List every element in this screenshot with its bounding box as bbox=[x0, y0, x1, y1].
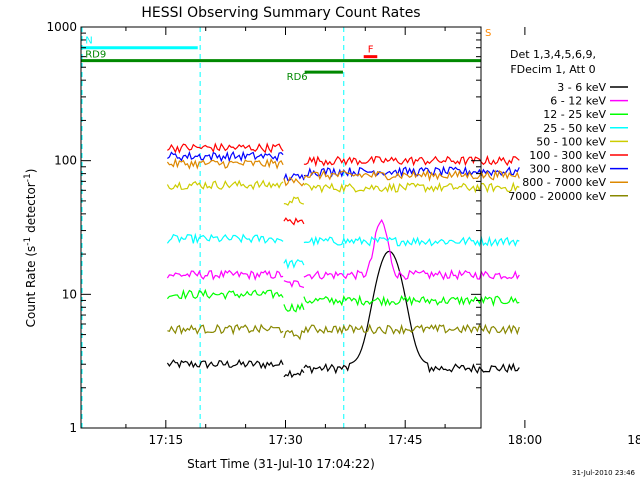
plot-area: N S F RD9 RD6 1 10 100 1000 17:15 17:30 17:45 18:00 1… bbox=[46, 20, 640, 447]
legend-label-6: 300 - 800 keV bbox=[529, 163, 606, 176]
legend-label-7: 800 - 7000 keV bbox=[522, 176, 606, 189]
flag-label-n: N bbox=[85, 36, 92, 47]
x-tick-label-4: 18:15 bbox=[627, 433, 640, 447]
legend-header-line-1: Det 1,3,4,5,6,9, bbox=[510, 48, 596, 61]
y-tick-label-2: 100 bbox=[54, 154, 77, 168]
series-line-8 bbox=[167, 323, 520, 341]
legend-label-1: 6 - 12 keV bbox=[550, 95, 606, 108]
legend-label-4: 50 - 100 keV bbox=[536, 135, 606, 148]
chart-title: HESSI Observing Summary Count Rates bbox=[141, 5, 420, 21]
legend-label-5: 100 - 300 keV bbox=[529, 149, 606, 162]
x-tick-label-3: 18:00 bbox=[508, 433, 543, 447]
series-line-3 bbox=[166, 232, 520, 270]
series-line-0 bbox=[166, 250, 520, 379]
series-line-4 bbox=[166, 179, 520, 206]
y-axis-label: Count Rate (s-1 detector-1) bbox=[23, 169, 38, 328]
flag-label-rd6: RD6 bbox=[287, 72, 308, 83]
legend-label-2: 12 - 25 keV bbox=[543, 108, 606, 121]
plot-frame bbox=[80, 26, 482, 429]
legend-header-line-2: FDecim 1, Att 0 bbox=[510, 63, 595, 76]
x-tick-label-1: 17:30 bbox=[268, 433, 303, 447]
x-axis-label: Start Time (31-Jul-10 17:04:22) bbox=[187, 457, 375, 471]
x-tick-label-0: 17:15 bbox=[149, 433, 184, 447]
x-tick-label-2: 17:45 bbox=[388, 433, 423, 447]
series-line-1 bbox=[166, 218, 520, 289]
y-tick-label-0: 1 bbox=[69, 421, 77, 435]
timestamp: 31-Jul-2010 23:46 bbox=[572, 469, 636, 477]
legend-label-8: 7000 - 20000 keV bbox=[508, 190, 606, 203]
flag-label-s: S bbox=[485, 28, 491, 39]
y-tick-label-1: 10 bbox=[62, 287, 77, 301]
legend-label-3: 25 - 50 keV bbox=[543, 122, 606, 135]
series-line-7 bbox=[166, 157, 520, 187]
series-line-5 bbox=[167, 142, 520, 226]
series-line-6 bbox=[167, 150, 520, 182]
series-line-2 bbox=[166, 288, 520, 313]
legend-label-0: 3 - 6 keV bbox=[557, 81, 606, 94]
y-tick-label-3: 1000 bbox=[46, 20, 77, 34]
flag-label-rd9: RD9 bbox=[85, 50, 106, 61]
flag-label-f: F bbox=[368, 45, 374, 56]
